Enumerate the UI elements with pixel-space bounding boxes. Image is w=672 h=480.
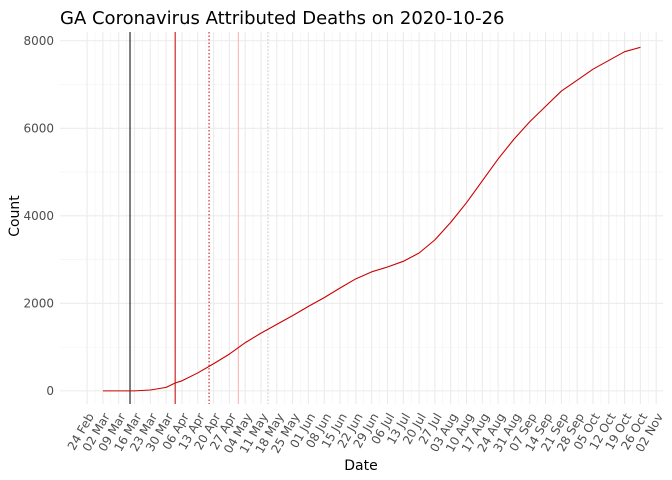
grid <box>60 32 663 404</box>
y-axis-title: Count <box>7 195 23 237</box>
series-layer <box>102 46 641 392</box>
reference-lines <box>129 32 269 404</box>
y-tick-label: 2000 <box>23 296 54 310</box>
y-axis-ticks: 0 2000 4000 6000 8000 <box>23 34 54 398</box>
y-tick-label: 4000 <box>23 209 54 223</box>
y-tick-label: 8000 <box>23 34 54 48</box>
x-axis-title: Date <box>344 458 377 474</box>
series-line <box>102 46 641 392</box>
y-tick-label: 6000 <box>23 121 54 135</box>
chart-title: GA Coronavirus Attributed Deaths on 2020… <box>60 8 505 29</box>
y-tick-label: 0 <box>46 384 54 398</box>
